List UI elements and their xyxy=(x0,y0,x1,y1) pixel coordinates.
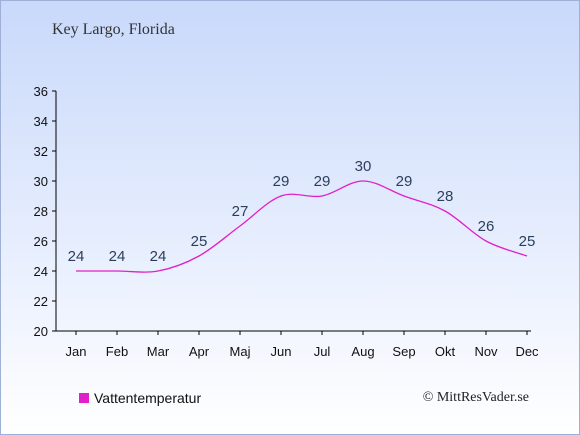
data-label: 26 xyxy=(478,218,495,235)
chart-title: Key Largo, Florida xyxy=(52,21,175,38)
x-tick-label: Okt xyxy=(435,344,456,359)
y-tick-label: 20 xyxy=(34,324,48,339)
legend-label: Vattentemperatur xyxy=(94,390,202,406)
data-label: 25 xyxy=(191,233,208,250)
data-label: 25 xyxy=(519,233,536,250)
data-label: 24 xyxy=(68,248,85,265)
x-tick-label: Aug xyxy=(351,344,374,359)
data-label: 27 xyxy=(232,203,249,220)
legend-swatch xyxy=(79,393,89,403)
data-label: 29 xyxy=(314,173,331,190)
data-label: 29 xyxy=(273,173,290,190)
y-tick-label: 32 xyxy=(34,144,48,159)
y-tick-label: 26 xyxy=(34,234,48,249)
x-tick-label: Apr xyxy=(189,344,210,359)
x-tick-label: Dec xyxy=(515,344,539,359)
credit: © MittResVader.se xyxy=(422,390,529,405)
y-tick-label: 24 xyxy=(34,264,48,279)
data-label: 30 xyxy=(355,158,372,175)
y-tick-label: 34 xyxy=(34,114,48,129)
y-tick-label: 30 xyxy=(34,174,48,189)
legend: Vattentemperatur xyxy=(79,390,201,406)
x-tick-label: Jan xyxy=(66,344,87,359)
y-tick-label: 28 xyxy=(34,204,48,219)
series-line xyxy=(76,180,528,273)
x-tick-label: Jun xyxy=(271,344,292,359)
y-tick-label: 36 xyxy=(34,84,48,99)
x-tick-label: Feb xyxy=(106,344,128,359)
data-label: 28 xyxy=(437,188,454,205)
x-tick-label: Mar xyxy=(147,344,170,359)
data-label: 24 xyxy=(109,248,126,265)
data-label: 24 xyxy=(150,248,167,265)
y-tick-label: 22 xyxy=(34,294,48,309)
x-tick-label: Jul xyxy=(314,344,331,359)
data-label: 29 xyxy=(396,173,413,190)
x-tick-label: Sep xyxy=(392,344,415,359)
x-tick-label: Maj xyxy=(230,344,251,359)
x-tick-label: Nov xyxy=(474,344,498,359)
